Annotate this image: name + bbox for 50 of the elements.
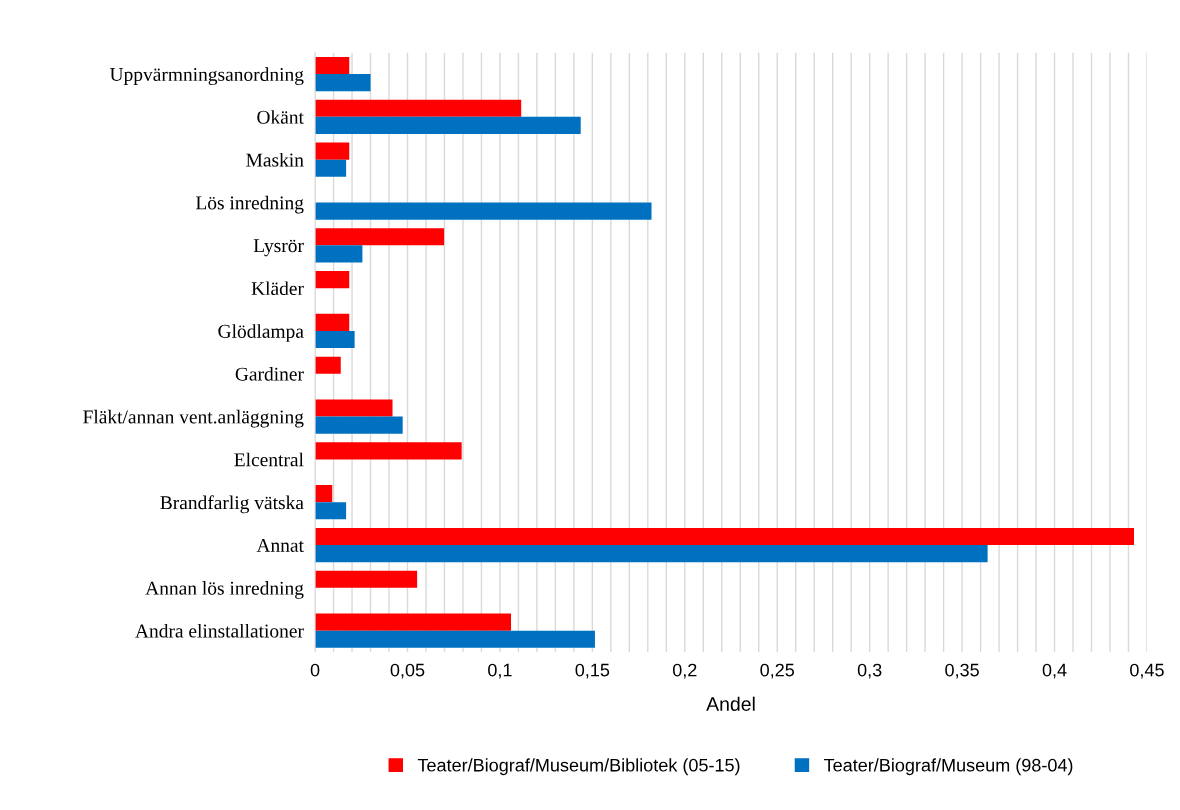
- bar: [315, 399, 393, 417]
- bar: [315, 356, 341, 374]
- bar: [315, 271, 350, 289]
- y-tick-label: Brandfarlig vätska: [160, 495, 304, 514]
- y-tick-label: Gardiner: [235, 367, 304, 381]
- bar: [315, 485, 333, 503]
- y-tick-label: Annan lös inredning: [145, 581, 304, 599]
- x-tick-label: 0: [310, 663, 320, 677]
- bar: [315, 442, 462, 460]
- x-tick-label: 0,25: [760, 663, 795, 679]
- y-tick-label: Annat: [256, 538, 304, 552]
- x-tick-label: 0,05: [390, 663, 425, 679]
- x-tick-label: 0,3: [857, 663, 882, 679]
- bar: [315, 245, 363, 263]
- bar: [315, 313, 350, 331]
- bar: [315, 545, 988, 563]
- y-tick-label: Andra elinstallationer: [135, 623, 304, 638]
- x-tick-label: 0,1: [488, 663, 512, 679]
- bar: [315, 630, 595, 648]
- bar: [315, 330, 355, 349]
- y-tick-label: Okänt: [257, 110, 304, 124]
- x-axis-title: Andel: [706, 696, 755, 711]
- y-tick-label: Lysrör: [253, 239, 304, 257]
- y-tick-label: Lös inredning: [195, 195, 304, 214]
- y-tick-label: Uppvärmningsanordning: [109, 67, 304, 85]
- y-tick-label: Kläder: [251, 281, 304, 296]
- bar: [315, 228, 445, 246]
- bar: [315, 74, 371, 92]
- bar: [315, 416, 403, 434]
- y-tick-label: Maskin: [246, 152, 304, 167]
- x-tick-label: 0,2: [672, 663, 697, 679]
- y-tick-label: Elcentral: [234, 452, 304, 467]
- legend-label: Teater/Biograf/Museum (98-04): [824, 758, 1073, 776]
- bar: [315, 56, 350, 75]
- bar: [315, 99, 522, 117]
- bar: [315, 613, 512, 631]
- y-tick-label: Fläkt/annan vent.anläggning: [83, 409, 304, 428]
- bar: [315, 570, 418, 588]
- bar: [315, 527, 1135, 546]
- bar: [315, 502, 347, 520]
- bar: [315, 116, 581, 134]
- x-tick-label: 0,4: [1042, 663, 1067, 679]
- x-tick-label: 0,35: [945, 663, 979, 679]
- x-tick-label: 0,15: [575, 663, 610, 679]
- bar: [315, 202, 652, 220]
- x-tick-label: 0,45: [1130, 663, 1164, 679]
- bar: [315, 159, 347, 177]
- y-tick-label: Glödlampa: [218, 324, 304, 342]
- bar: [315, 142, 350, 160]
- legend-label: Teater/Biograf/Museum/Bibliotek (05-15): [417, 758, 740, 776]
